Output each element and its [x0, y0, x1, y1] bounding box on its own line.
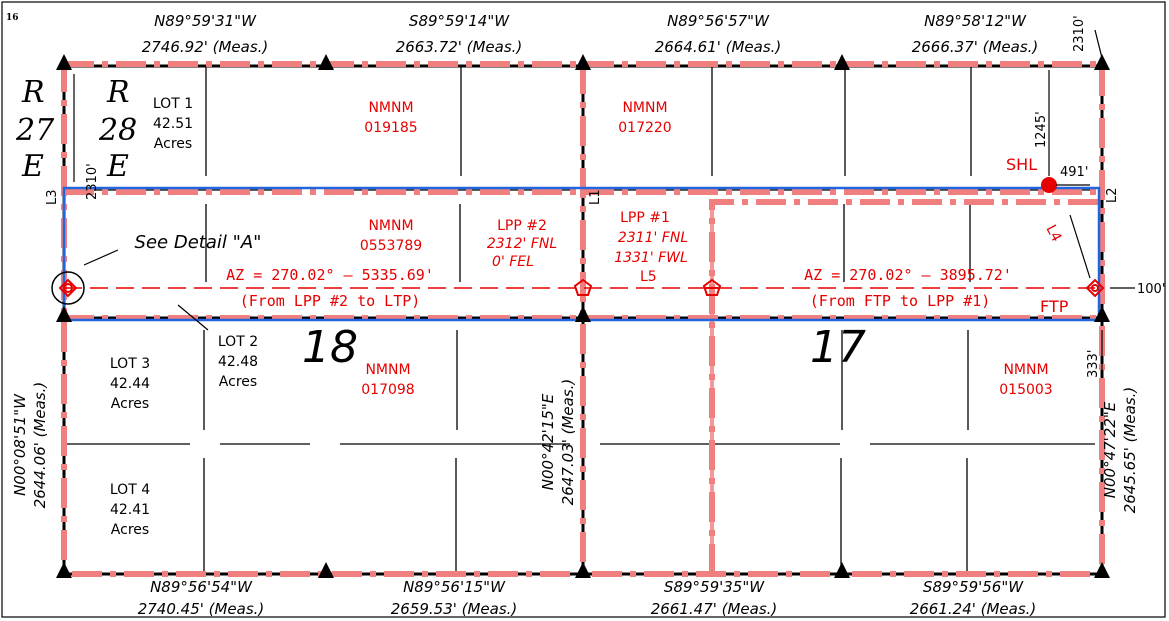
lot-1-unit: Acres [154, 136, 192, 152]
distance-middle: 2647.03' (Meas.) [559, 379, 577, 506]
range-27-r: R [21, 75, 45, 110]
lot-2-name: LOT 2 [218, 334, 258, 350]
page-number: 16 [6, 13, 19, 23]
lpp1-name: LPP #1 [620, 210, 670, 226]
lease-5-number: 015003 [999, 382, 1052, 398]
dim-2310-left: 2310' [85, 163, 100, 200]
bearing-bottom-3: S89°59'35"W [664, 578, 765, 596]
distance-top-1: 2746.92' (Meas.) [142, 38, 269, 56]
lpp1-fwl: 1331' FWL [614, 250, 688, 266]
distance-bottom-3: 2661.47' (Meas.) [651, 600, 778, 618]
ltp-marker-icon [58, 278, 78, 298]
detail-a-label: See Detail "A" [135, 232, 262, 253]
dim-1245: 1245' [1034, 111, 1049, 148]
distance-top-4: 2666.37' (Meas.) [912, 38, 1039, 56]
lease-4-number: 017098 [361, 382, 414, 398]
dimension-lines [73, 29, 1135, 372]
line-l2: L2 [1105, 187, 1120, 203]
corner-markers [56, 54, 1110, 578]
line-l5: L5 [640, 269, 657, 285]
lease-3-prefix: NMNM [368, 218, 413, 234]
bearings-bottom: N89°56'54"W 2740.45' (Meas.) N89°56'15"W… [138, 578, 1037, 618]
lease-2-prefix: NMNM [622, 100, 667, 116]
lpp2-label: LPP #2 2312' FNL 0' FEL [487, 218, 557, 270]
bearing-bottom-1: N89°56'54"W [150, 578, 253, 596]
line-l4: L4 [1042, 222, 1064, 244]
distance-top-3: 2664.61' (Meas.) [655, 38, 782, 56]
lpp2-fnl: 2312' FNL [487, 236, 557, 252]
range-27-e: E [21, 149, 44, 184]
distance-top-2: 2663.72' (Meas.) [396, 38, 523, 56]
lot-2-area: 42.48 [218, 354, 258, 370]
detail-circle-icon [51, 271, 85, 305]
lot-1-area: 42.51 [153, 116, 193, 132]
distance-bottom-2: 2659.53' (Meas.) [391, 600, 518, 618]
lpp1-marker-icon [702, 278, 722, 296]
lease-2-number: 017220 [618, 120, 671, 136]
lpp1-label: LPP #1 2311' FNL 1331' FWL [614, 210, 688, 266]
range-28-e: E [106, 149, 129, 184]
range-labels: R 27 E R 28 E [15, 75, 137, 184]
line-l3: L3 [45, 189, 60, 205]
lot-3-unit: Acres [111, 396, 149, 412]
distance-east: 2645.65' (Meas.) [1121, 387, 1139, 514]
line-labels: L1 L2 L3 L4 L5 [45, 187, 1120, 285]
dim-2310-top: 2310' [1072, 15, 1087, 52]
line-l1: L1 [588, 189, 603, 205]
range-28-number: 28 [98, 113, 137, 148]
lot-3-area: 42.44 [110, 376, 150, 392]
dim-491: 491' [1060, 165, 1088, 180]
azimuth-east: AZ = 270.02° – 3895.72' [804, 266, 1012, 284]
bearings-vertical: N00°08'51"W 2644.06' (Meas.) N00°42'15"E… [11, 379, 1139, 514]
lease-5-prefix: NMNM [1003, 362, 1048, 378]
bearing-top-1: N89°59'31"W [154, 12, 257, 30]
lot-3-name: LOT 3 [110, 356, 150, 372]
azimuth-east-note: (From FTP to LPP #1) [810, 292, 991, 310]
lot-4-area: 42.41 [110, 502, 150, 518]
lease-labels: NMNM 019185 NMNM 017220 NMNM 0553789 NMN… [360, 100, 1053, 398]
bearing-middle: N00°42'15"E [539, 393, 557, 490]
dim-333: 333' [1086, 350, 1101, 378]
lpp2-fel: 0' FEL [492, 254, 534, 270]
lpp1-fnl: 2311' FNL [618, 230, 688, 246]
bearings-top: N89°59'31"W 2746.92' (Meas.) S89°59'14"W… [142, 12, 1039, 56]
lpp2-marker-icon [573, 278, 593, 296]
ftp-marker-icon [1085, 278, 1105, 298]
lease-4-prefix: NMNM [365, 362, 410, 378]
range-27-number: 27 [15, 113, 55, 148]
bearing-top-2: S89°59'14"W [409, 12, 510, 30]
dim-100: 100' [1137, 282, 1165, 297]
shl-marker-icon [1041, 177, 1057, 193]
lpp2-name: LPP #2 [497, 218, 547, 234]
distance-west: 2644.06' (Meas.) [31, 382, 49, 509]
ftp-label: FTP [1040, 297, 1069, 316]
distance-bottom-4: 2661.24' (Meas.) [910, 600, 1037, 618]
distance-bottom-1: 2740.45' (Meas.) [138, 600, 265, 618]
lot-2-unit: Acres [219, 374, 257, 390]
lot-4-unit: Acres [111, 522, 149, 538]
azimuth-west: AZ = 270.02° – 5335.69' [226, 266, 434, 284]
shl-label: SHL [1006, 155, 1037, 174]
section-17: 17 [810, 322, 866, 373]
well-point-markers [58, 278, 1105, 298]
bearing-bottom-4: S89°59'56"W [923, 578, 1024, 596]
lease-3-number: 0553789 [360, 238, 422, 254]
section-18: 18 [302, 322, 358, 373]
bearing-west: N00°08'51"W [11, 393, 29, 496]
lease-1-prefix: NMNM [368, 100, 413, 116]
lot-labels: LOT 1 42.51 Acres LOT 2 42.48 Acres LOT … [110, 96, 258, 538]
lot-4-name: LOT 4 [110, 482, 150, 498]
lease-1-number: 019185 [364, 120, 417, 136]
dimension-labels: 2310' 1245' 491' 2310' 100' 333' [85, 15, 1165, 378]
bearing-bottom-2: N89°56'15"W [403, 578, 506, 596]
lot-1-name: LOT 1 [153, 96, 193, 112]
bearing-east: N00°47'22"E [1101, 401, 1119, 498]
bearing-top-4: N89°58'12"W [924, 12, 1027, 30]
bearing-top-3: N89°56'57"W [667, 12, 770, 30]
range-28-r: R [106, 75, 130, 110]
azimuth-west-note: (From LPP #2 to LTP) [240, 292, 421, 310]
